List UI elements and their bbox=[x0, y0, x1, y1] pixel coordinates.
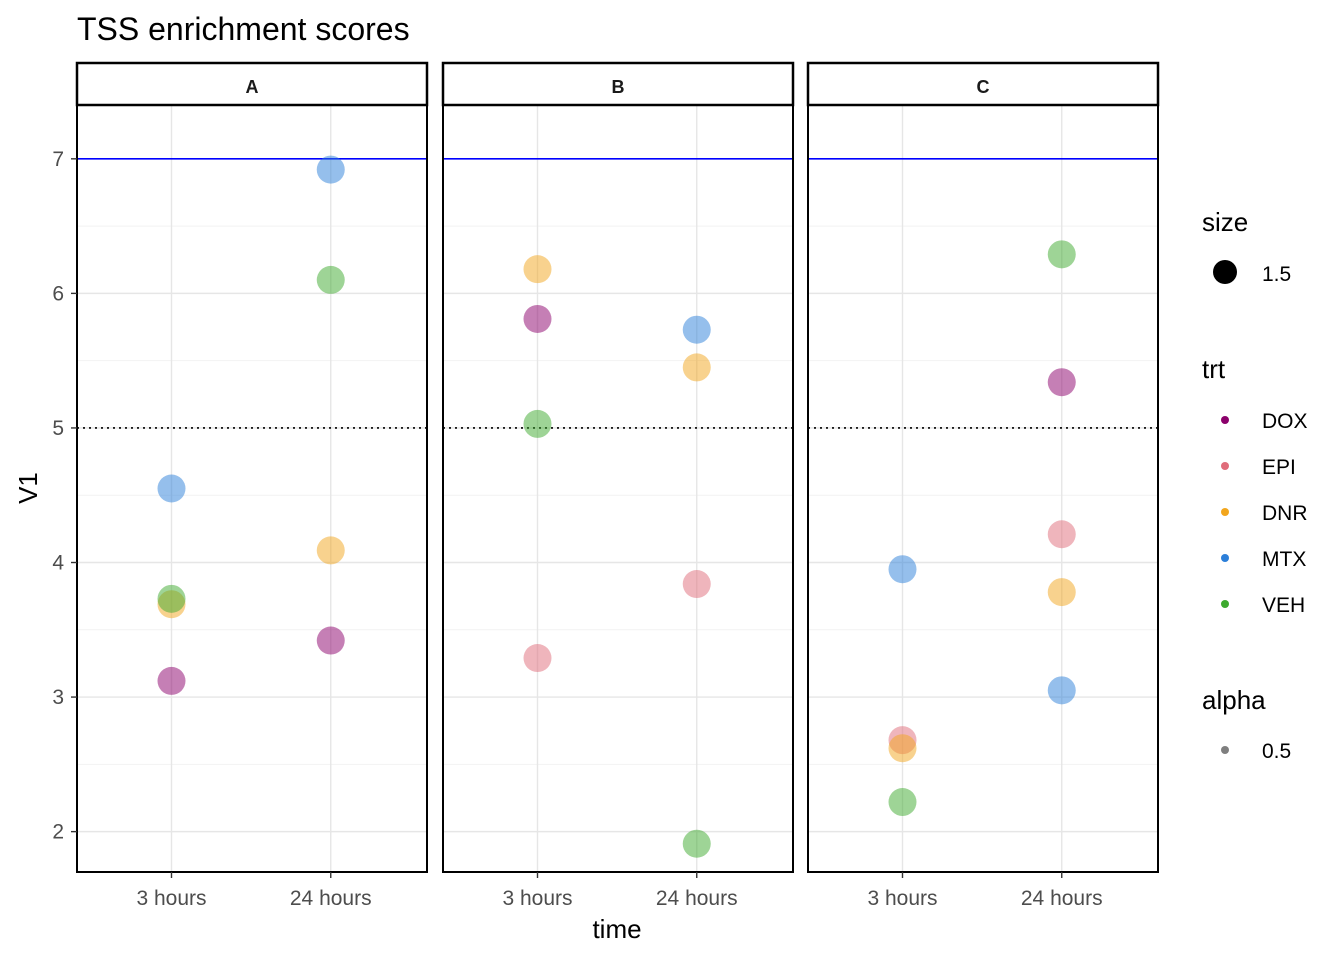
x-axis-title: time bbox=[592, 914, 641, 944]
data-point-epi bbox=[523, 644, 552, 673]
data-point-veh bbox=[888, 788, 917, 817]
legend-alpha-key bbox=[1221, 746, 1229, 754]
data-point-dnr bbox=[523, 255, 552, 284]
x-tick-label: 3 hours bbox=[502, 887, 572, 910]
y-tick-label: 2 bbox=[52, 821, 64, 844]
chart-title: TSS enrichment scores bbox=[77, 11, 410, 47]
x-tick-label: 3 hours bbox=[867, 887, 937, 910]
legend-label-veh: VEH bbox=[1262, 594, 1305, 617]
data-point-veh bbox=[523, 409, 552, 438]
facet-strip-label: A bbox=[246, 77, 259, 97]
data-point-mtx bbox=[157, 474, 186, 503]
data-point-dox bbox=[157, 666, 186, 695]
y-axis: 2 3 4 5 6 7 bbox=[52, 148, 77, 844]
panel-background bbox=[808, 105, 1158, 872]
data-point-epi bbox=[1047, 520, 1076, 549]
legend-label-mtx: MTX bbox=[1262, 548, 1306, 571]
panel-background bbox=[77, 105, 427, 872]
data-point-epi bbox=[682, 570, 711, 599]
legend-alpha-label: 0.5 bbox=[1262, 740, 1291, 763]
legend-label-dnr: DNR bbox=[1262, 502, 1308, 525]
data-point-dox bbox=[316, 626, 345, 655]
facet-strip bbox=[806, 61, 1160, 107]
y-tick-label: 6 bbox=[52, 282, 64, 305]
data-point-dnr bbox=[682, 353, 711, 382]
legend-key-dnr bbox=[1221, 508, 1229, 516]
data-point-mtx bbox=[888, 555, 917, 584]
data-point-veh bbox=[316, 265, 345, 294]
data-point-dnr bbox=[888, 734, 917, 763]
data-point-mtx bbox=[682, 315, 711, 344]
legend-size-label: 1.5 bbox=[1262, 263, 1291, 286]
facet-panels: A 3 hours 24 hours B 3 hours 24 hours C 3 hours… bbox=[52, 61, 1160, 910]
legend-trt-title: trt bbox=[1202, 354, 1226, 384]
data-point-dnr bbox=[1047, 578, 1076, 607]
legend-key-mtx bbox=[1221, 554, 1229, 562]
data-point-veh bbox=[1047, 240, 1076, 269]
panel-background bbox=[443, 105, 793, 872]
legend-label-epi: EPI bbox=[1262, 456, 1296, 479]
data-point-dox bbox=[523, 304, 552, 333]
facet-strip-label: B bbox=[612, 77, 625, 97]
y-axis-title: V1 bbox=[13, 472, 43, 504]
legend: size 1.5 trt DOX EPI DNR MTX VEH alpha 0.5 bbox=[1202, 207, 1308, 763]
y-tick-label: 3 bbox=[52, 686, 64, 709]
facet-panel-B: B 3 hours 24 hours bbox=[441, 61, 795, 910]
data-point-veh bbox=[157, 584, 186, 613]
legend-size-key bbox=[1213, 260, 1237, 284]
x-tick-label: 24 hours bbox=[1021, 887, 1103, 910]
data-point-mtx bbox=[1047, 676, 1076, 705]
legend-key-veh bbox=[1221, 600, 1229, 608]
legend-label-dox: DOX bbox=[1262, 410, 1308, 433]
x-tick-label: 3 hours bbox=[136, 887, 206, 910]
legend-alpha-title: alpha bbox=[1202, 685, 1266, 715]
legend-size-title: size bbox=[1202, 207, 1248, 237]
facet-panel-A: A 3 hours 24 hours bbox=[75, 61, 429, 910]
legend-key-epi bbox=[1221, 462, 1229, 470]
data-point-veh bbox=[682, 829, 711, 858]
data-point-dnr bbox=[316, 536, 345, 565]
y-tick-label: 7 bbox=[52, 148, 64, 171]
y-tick-label: 4 bbox=[52, 552, 64, 575]
facet-strip-label: C bbox=[977, 77, 990, 97]
facet-strip bbox=[441, 61, 795, 107]
data-point-mtx bbox=[316, 155, 345, 184]
x-tick-label: 24 hours bbox=[290, 887, 372, 910]
legend-key-dox bbox=[1221, 416, 1229, 424]
data-point-dox bbox=[1047, 368, 1076, 397]
facet-strip bbox=[75, 61, 429, 107]
y-tick-label: 5 bbox=[52, 417, 64, 440]
facet-panel-C: C 3 hours 24 hours bbox=[806, 61, 1160, 910]
x-tick-label: 24 hours bbox=[656, 887, 738, 910]
